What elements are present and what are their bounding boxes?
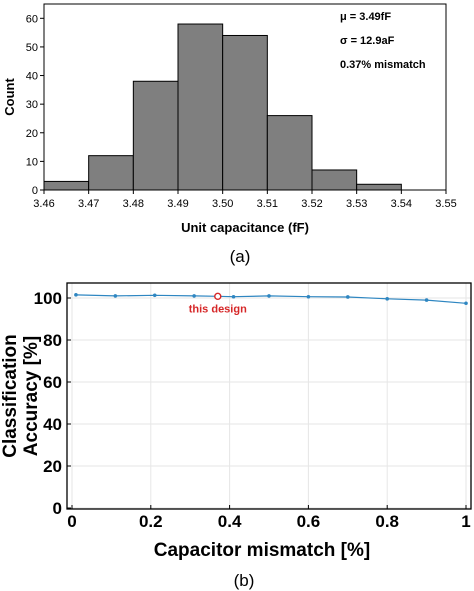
- accuracy-y-tick-label: 20: [43, 457, 62, 476]
- histogram-x-tick-label: 3.54: [391, 198, 412, 210]
- histogram-bar-7: [356, 183, 402, 191]
- histogram-plot-frame: [43, 3, 447, 191]
- accuracy-point: [306, 294, 311, 299]
- histogram-y-axis-label: Count: [2, 78, 17, 116]
- histogram-y-tick-label: 50: [26, 42, 38, 54]
- histogram-bars: [43, 23, 402, 191]
- this-design-label: this design: [189, 303, 247, 315]
- histogram-x-axis-label: Unit capacitance (fF): [181, 220, 309, 235]
- histogram-x-tick-label: 3.50: [212, 198, 233, 210]
- accuracy-point: [152, 293, 157, 298]
- accuracy-point: [424, 298, 429, 302]
- histogram-bar-6: [311, 169, 358, 191]
- panel-label-a: (a): [230, 247, 251, 266]
- accuracy-x-tick-label: 0: [67, 512, 76, 531]
- histogram-x-tick-label: 3.55: [435, 198, 456, 210]
- histogram-bar-1: [88, 155, 134, 191]
- histogram-x-tick-label: 3.51: [257, 198, 278, 210]
- accuracy-x-tick-label: 0.2: [139, 512, 163, 531]
- histogram-annotation-sigma: σ = 12.9aF: [340, 35, 395, 47]
- histogram-bar-0: [43, 180, 90, 191]
- histogram-y-tick-label: 30: [26, 99, 38, 111]
- accuracy-y-ticks: 0 20 40 60 80 100: [34, 289, 71, 518]
- histogram-y-tick-label: 20: [26, 128, 38, 140]
- accuracy-x-tick-label: 0.4: [218, 512, 242, 531]
- histogram-annotation-mean: μ = 3.49fF: [340, 11, 391, 23]
- accuracy-y-tick-label: 100: [34, 289, 62, 308]
- histogram-x-tick-label: 3.52: [301, 198, 322, 210]
- accuracy-point: [464, 301, 468, 306]
- accuracy-y-tick-label: 60: [43, 373, 62, 392]
- histogram-y-tick-label: 10: [26, 156, 38, 168]
- accuracy-y-axis-label-line2: Accuracy [%]: [21, 336, 42, 456]
- panel-label-b: (b): [234, 571, 255, 590]
- accuracy-y-tick-label: 40: [43, 415, 62, 434]
- histogram-x-ticks: 3.46 3.47 3.48 3.49 3.50 3.51 3.52 3.53 3.54 3.55: [33, 190, 457, 210]
- histogram-y-tick-label: 40: [26, 71, 38, 83]
- histogram-x-tick-label: 3.46: [33, 198, 54, 210]
- histogram-bar-3: [177, 23, 224, 191]
- histogram-bar-2: [132, 80, 179, 191]
- accuracy-series: [74, 292, 468, 306]
- histogram-x-tick-label: 3.47: [78, 198, 99, 210]
- histogram-annotation-mismatch: 0.37% mismatch: [340, 59, 426, 71]
- accuracy-grid: [67, 283, 471, 509]
- histogram-x-tick-label: 3.48: [123, 198, 144, 210]
- histogram-y-tick-label: 0: [32, 185, 38, 197]
- accuracy-y-tick-label: 0: [53, 499, 62, 518]
- accuracy-point: [346, 295, 350, 299]
- accuracy-point: [192, 294, 196, 298]
- histogram-panel: 3.46 3.47 3.48 3.49 3.50 3.51 3.52 3.53 3.54 3.55…: [2, 3, 457, 266]
- accuracy-point: [385, 297, 390, 301]
- accuracy-y-axis-label-line1: Classification: [0, 334, 21, 458]
- accuracy-point: [74, 293, 78, 297]
- histogram-bar-5: [266, 115, 313, 191]
- histogram-bar-4: [222, 34, 268, 191]
- accuracy-x-axis-label: Capacitor mismatch [%]: [154, 540, 370, 561]
- accuracy-point: [267, 294, 271, 298]
- accuracy-x-ticks: 0 0.2 0.4 0.6 0.8 1: [67, 505, 471, 531]
- accuracy-y-tick-label: 80: [43, 331, 62, 350]
- accuracy-line: [75, 294, 467, 304]
- this-design-marker: [214, 292, 222, 301]
- histogram-x-tick-label: 3.53: [346, 198, 367, 210]
- accuracy-plot-frame: [66, 282, 472, 510]
- histogram-x-tick-label: 3.49: [167, 198, 188, 210]
- histogram-y-tick-label: 60: [26, 13, 38, 25]
- accuracy-x-tick-label: 0.6: [297, 512, 321, 531]
- accuracy-x-tick-label: 0.8: [375, 512, 399, 531]
- accuracy-point: [231, 294, 236, 299]
- accuracy-x-tick-label: 1: [461, 512, 470, 531]
- accuracy-point: [113, 294, 118, 298]
- histogram-y-ticks: 0 10 20 30 40 50 60: [26, 13, 44, 197]
